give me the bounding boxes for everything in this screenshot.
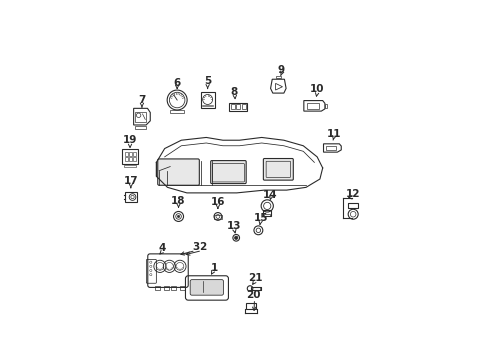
Bar [306, 103, 319, 109]
Circle shape [234, 236, 237, 239]
Text: 2: 2 [199, 242, 206, 252]
Bar [324, 104, 327, 108]
Text: 19: 19 [122, 135, 137, 145]
Bar [229, 103, 246, 111]
Bar [180, 286, 185, 290]
Bar [122, 149, 138, 165]
Bar [170, 110, 183, 113]
Bar [129, 152, 132, 156]
Bar [214, 215, 221, 220]
Bar [123, 165, 136, 167]
Bar [241, 104, 245, 109]
Bar [129, 157, 132, 161]
FancyBboxPatch shape [190, 280, 223, 295]
Bar [264, 214, 269, 216]
Text: 12: 12 [345, 189, 360, 199]
Bar [259, 287, 261, 290]
Bar [133, 157, 136, 161]
Bar [125, 157, 128, 161]
Bar [163, 286, 168, 290]
Text: 13: 13 [226, 221, 241, 231]
Text: 5: 5 [203, 76, 211, 86]
Bar [171, 286, 176, 290]
Text: 9: 9 [277, 64, 284, 75]
FancyBboxPatch shape [158, 159, 199, 185]
Text: 4: 4 [158, 243, 165, 253]
FancyBboxPatch shape [210, 161, 245, 184]
Text: 21: 21 [248, 273, 263, 283]
Bar [155, 286, 160, 290]
Text: 20: 20 [245, 291, 260, 301]
Bar [135, 126, 146, 129]
Bar [325, 146, 335, 150]
Text: 11: 11 [326, 129, 340, 139]
Bar [251, 287, 260, 291]
Text: 16: 16 [210, 197, 224, 207]
Bar [245, 302, 256, 310]
Bar [200, 93, 214, 108]
Text: 15: 15 [253, 213, 267, 223]
Text: 18: 18 [171, 195, 185, 206]
Text: 6: 6 [173, 78, 181, 89]
Text: 17: 17 [123, 176, 138, 186]
Bar [125, 152, 128, 156]
Bar [347, 203, 358, 208]
Bar [133, 152, 136, 156]
Bar [230, 104, 234, 109]
Text: 3: 3 [192, 242, 200, 252]
Text: 1: 1 [210, 263, 217, 273]
Text: 8: 8 [230, 87, 237, 97]
Bar [135, 112, 146, 122]
Circle shape [177, 215, 179, 217]
Bar [263, 210, 270, 216]
Text: 14: 14 [263, 190, 277, 200]
Bar [236, 104, 240, 109]
Text: 7: 7 [138, 95, 145, 105]
Bar [125, 192, 137, 202]
Text: 10: 10 [309, 84, 324, 94]
Bar [275, 76, 280, 78]
FancyBboxPatch shape [263, 158, 293, 180]
